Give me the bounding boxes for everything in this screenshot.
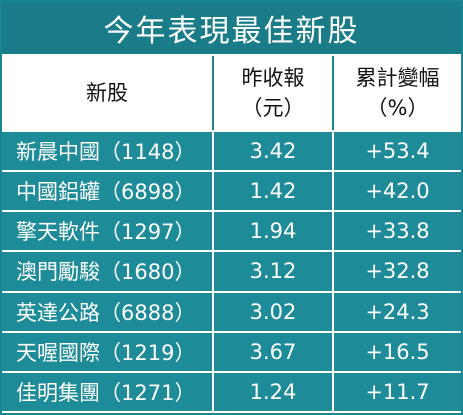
header-text: （元） (241, 96, 305, 120)
table-cell: 1.24 (212, 372, 332, 411)
table-row: 佳明集團（1271） 1.24 +11.7 (2, 372, 461, 411)
table-row: 英達公路（6888） 3.02 +24.3 (2, 292, 461, 331)
table-cell: 英達公路（6888） (2, 292, 212, 331)
table-cell: 1.94 (212, 212, 332, 251)
table-cell: 3.67 (212, 332, 332, 371)
table-row: 擎天軟件（1297） 1.94 +33.8 (2, 212, 461, 251)
table-cell: 擎天軟件（1297） (2, 212, 212, 251)
header-text: 累計變幅 (355, 66, 440, 90)
table-cell: 天喔國際（1219） (2, 332, 212, 371)
table-cell: +33.8 (332, 212, 461, 251)
header-text: （%） (366, 96, 429, 120)
table-cell: 1.42 (212, 172, 332, 211)
table-row: 天喔國際（1219） 3.67 +16.5 (2, 332, 461, 371)
table-cell: 澳門勵駿（1680） (2, 252, 212, 291)
table-cell: +24.3 (332, 292, 461, 331)
table-row: 新晨中國（1148） 3.42 +53.4 (2, 132, 461, 171)
table-cell: 3.12 (212, 252, 332, 291)
table-cell: +32.8 (332, 252, 461, 291)
table-row: 澳門勵駿（1680） 3.12 +32.8 (2, 252, 461, 291)
table-cell: 新晨中國（1148） (2, 132, 212, 171)
table-cell: +53.4 (332, 132, 461, 171)
title: 今年表現最佳新股 (2, 2, 461, 54)
table-row: 中國鋁罐（6898） 1.42 +42.0 (2, 172, 461, 211)
header-text: 昨收報 (241, 66, 305, 90)
header-row: 新股 昨收報 （元） 累計變幅 （%） (2, 56, 461, 130)
table-cell: 佳明集團（1271） (2, 372, 212, 411)
header-cell: 昨收報 （元） (212, 56, 332, 130)
table-cell: +42.0 (332, 172, 461, 211)
table-cell: 3.42 (212, 132, 332, 171)
table-cell: 3.02 (212, 292, 332, 331)
table-cell: +16.5 (332, 332, 461, 371)
header-text: 新股 (86, 81, 128, 105)
table-cell: +11.7 (332, 372, 461, 411)
header-cell: 累計變幅 （%） (332, 56, 461, 130)
header-cell: 新股 (2, 56, 212, 130)
table-cell: 中國鋁罐（6898） (2, 172, 212, 211)
